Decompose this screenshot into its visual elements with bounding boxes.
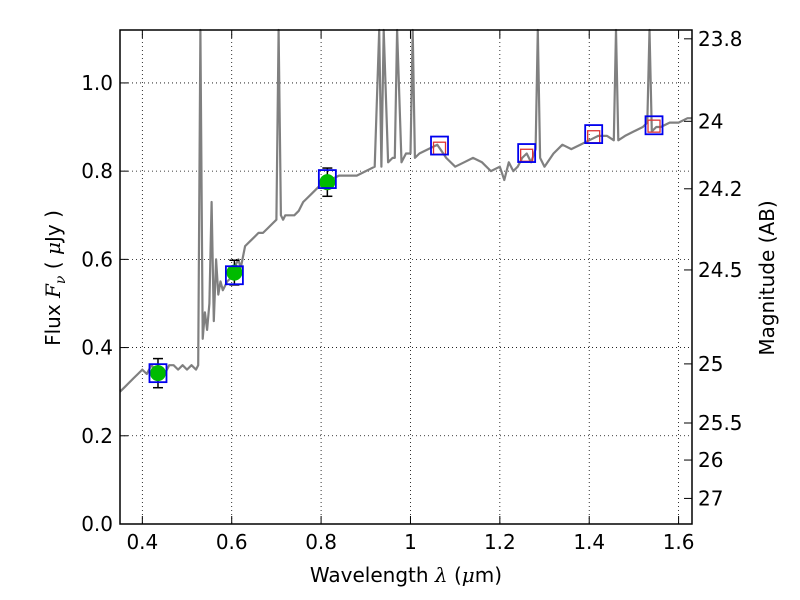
y-axis-label: Flux Fν ( μJy ): [41, 210, 69, 346]
y2-tick-label: 23.8: [698, 27, 743, 51]
y2-tick-label: 24.5: [698, 258, 743, 282]
model-square: [317, 169, 337, 189]
grid-lines: [120, 30, 692, 524]
y2-tick-label: 27: [698, 486, 723, 510]
model-square: [148, 363, 168, 384]
x-tick-label: 1.6: [663, 530, 695, 554]
x-tick-label: 1: [404, 530, 417, 554]
x-tick-label: 0.4: [126, 530, 158, 554]
y2-tick-label: 25.5: [698, 411, 743, 435]
x-axis-label: Wavelength λ (μm): [310, 563, 502, 587]
upper-limit-square: [647, 119, 661, 133]
spectrum-line: [119, 28, 692, 393]
photometry-markers: [148, 115, 664, 389]
observed-point: [226, 264, 243, 281]
y2-tick-label: 24: [698, 109, 723, 133]
y2-axis-label: Magnitude (AB): [755, 200, 779, 355]
model-square: [584, 124, 604, 144]
observed-point: [319, 174, 336, 191]
axis-ticks: 0.4 0.6 0.8 1 1.2 1.4 1.6 0.0 0.2 0.4 0.6 0.8 1.0 23.…: [81, 27, 742, 554]
y-tick-label: 0.0: [81, 512, 113, 536]
observed-point: [149, 365, 166, 382]
model-square: [644, 115, 664, 136]
y-tick-label: 0.4: [81, 336, 113, 360]
model-square: [517, 143, 537, 163]
y2-tick-label: 25: [698, 352, 723, 376]
plot-frame: [119, 29, 693, 525]
y-tick-label: 0.8: [81, 159, 113, 183]
x-tick-label: 1.2: [484, 530, 516, 554]
y-tick-label: 1.0: [81, 71, 113, 95]
spectrum-series: [119, 28, 692, 393]
y-tick-label: 0.2: [81, 424, 113, 448]
x-tick-label: 0.8: [305, 530, 337, 554]
model-square: [430, 135, 449, 156]
y2-tick-label: 24.2: [698, 177, 743, 201]
y2-tick-label: 26: [698, 448, 723, 472]
model-square: [224, 265, 244, 286]
y-tick-label: 0.6: [81, 247, 113, 271]
x-tick-label: 1.4: [573, 530, 605, 554]
x-tick-label: 0.6: [216, 530, 248, 554]
